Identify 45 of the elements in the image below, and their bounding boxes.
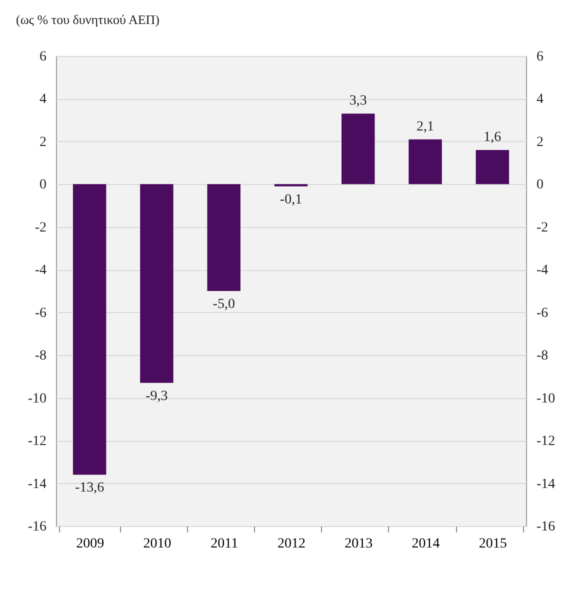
y2-tick-label: -2 (536, 220, 548, 236)
y-tick-label: -2 (34, 220, 46, 236)
y-tick-label: 0 (40, 178, 46, 193)
x-tick-label: 2012 (278, 536, 306, 552)
y2-tick-label: 2 (536, 134, 544, 150)
data-label: -13,6 (74, 480, 104, 496)
bar (408, 139, 442, 184)
x-tick-label: 2009 (76, 536, 104, 552)
x-tick-label: 2013 (344, 536, 373, 552)
chart-title: (ως % του δυνητικού ΑΕΠ) (16, 12, 160, 27)
x-tick-label: 2015 (478, 536, 507, 552)
y2-tick-label: 4 (536, 92, 544, 108)
data-label: 1,6 (484, 130, 502, 145)
y-tick-label: -16 (28, 520, 46, 534)
data-label: -5,0 (212, 297, 235, 312)
x-tick-label: 2010 (143, 536, 172, 552)
y-tick-label: -14 (28, 476, 46, 492)
y2-tick-label: -4 (536, 263, 548, 278)
bar (342, 114, 375, 184)
y-tick-label: 4 (40, 92, 46, 108)
data-label: 2,1 (416, 119, 434, 134)
y-tick-label: -12 (28, 434, 46, 450)
data-label: -0,1 (280, 192, 302, 208)
y2-tick-label: 0 (536, 178, 544, 193)
bar (72, 184, 106, 475)
y2-tick-label: -14 (536, 476, 556, 492)
y-tick-label: 6 (40, 50, 46, 64)
bar (207, 184, 240, 291)
x-tick-label: 2011 (210, 536, 238, 552)
y2-tick-label: -10 (536, 391, 556, 406)
y2-tick-label: -16 (536, 520, 556, 534)
y-tick-label: -4 (34, 263, 46, 278)
y2-tick-label: -8 (536, 348, 548, 364)
bar (140, 184, 174, 383)
y-tick-label: -10 (28, 391, 46, 406)
y-tick-label: -6 (34, 306, 46, 321)
bar (476, 150, 510, 184)
y-tick-label: 2 (40, 134, 46, 150)
y2-tick-label: -6 (536, 306, 548, 321)
y-tick-label: -8 (34, 348, 46, 364)
y2-tick-label: 6 (536, 50, 544, 64)
data-label: -9,3 (146, 388, 168, 404)
x-tick-label: 2014 (412, 536, 440, 552)
data-label: 3,3 (349, 94, 367, 109)
y2-tick-label: -12 (536, 434, 556, 450)
